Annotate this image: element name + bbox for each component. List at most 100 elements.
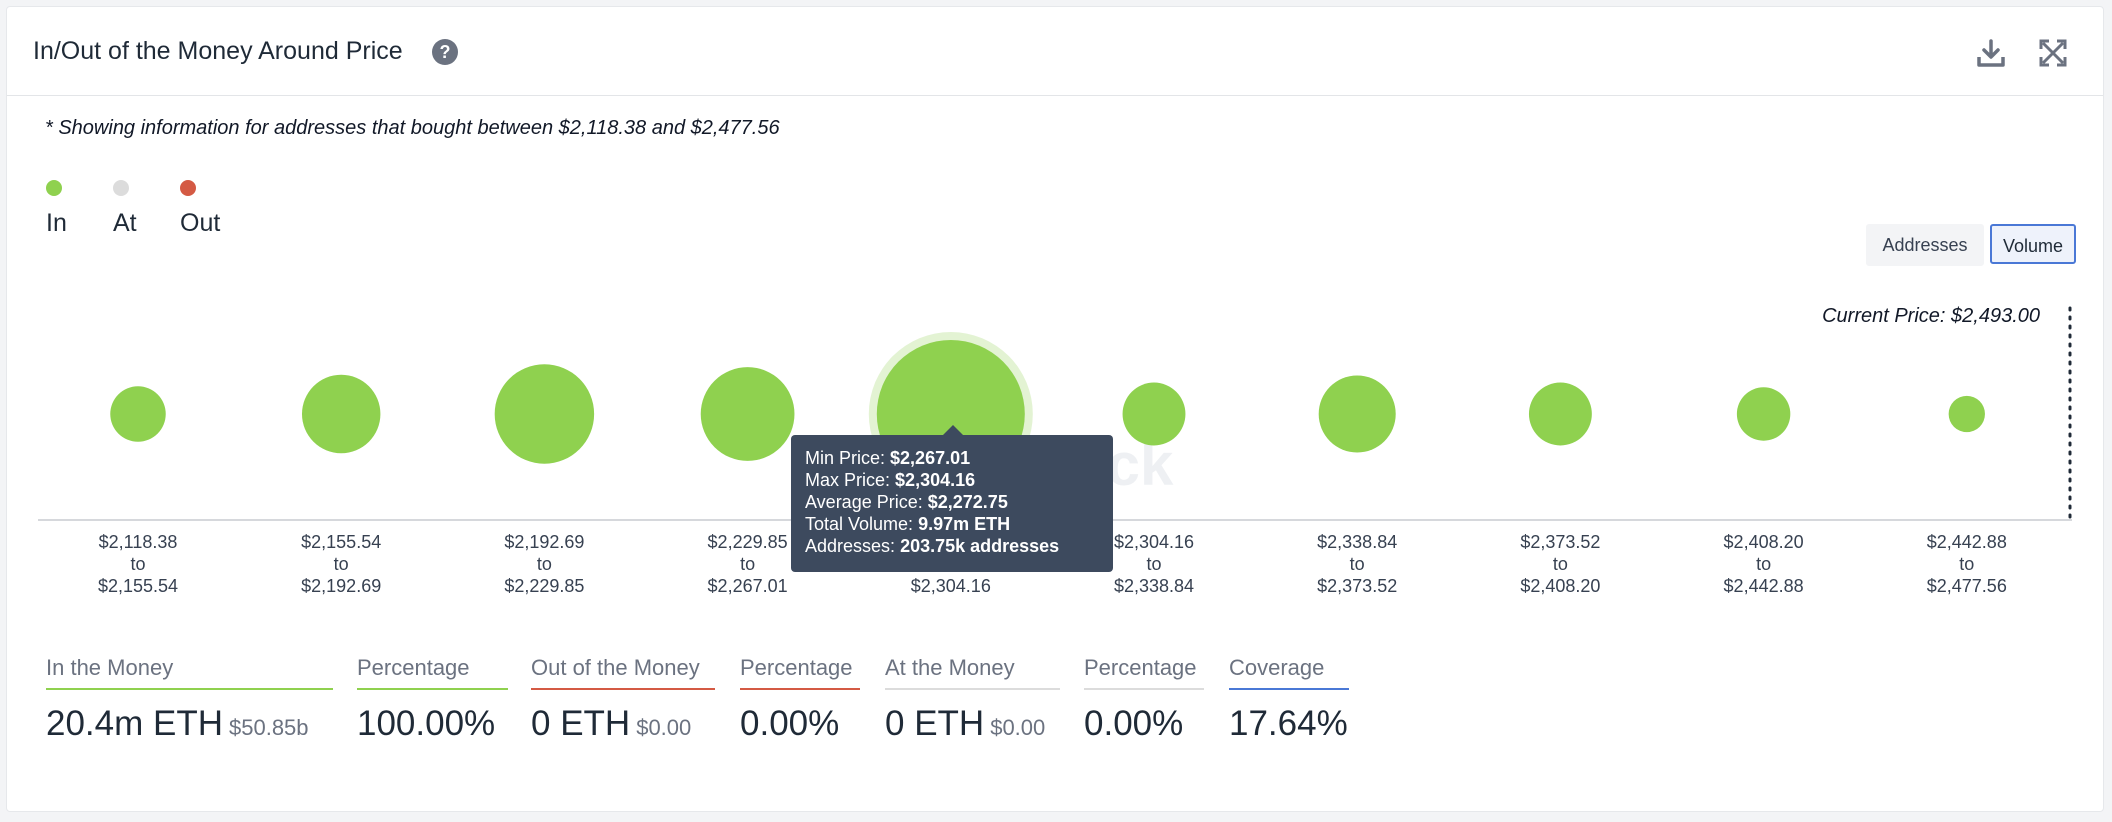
x-tick-from: $2,155.54 xyxy=(301,532,382,552)
x-tick-from: $2,408.20 xyxy=(1723,532,1804,552)
legend-label-in: In xyxy=(46,209,67,237)
tooltip-avg-value: $2,272.75 xyxy=(927,492,1008,512)
download-icon[interactable] xyxy=(1973,35,2009,71)
expand-icon[interactable] xyxy=(2035,35,2071,71)
x-tick-to: $2,229.85 xyxy=(504,576,585,596)
x-tick-sep: to xyxy=(1959,554,1975,574)
tooltip-min-value: $2,267.01 xyxy=(890,448,971,468)
bubble-0[interactable] xyxy=(110,386,166,442)
bubble-3[interactable] xyxy=(700,367,795,461)
stat-at-the-money: At the Money 0 ETH $0.00 xyxy=(885,650,1060,744)
stat-value: 0 ETH $0.00 xyxy=(531,704,715,744)
stat-value: 0.00% xyxy=(740,704,860,744)
tooltip-max-value: $2,304.16 xyxy=(895,470,976,490)
x-tick-sep: to xyxy=(1349,554,1365,574)
stat-value: 17.64% xyxy=(1229,704,1349,744)
x-tick-label-6: $2,338.84 to $2,373.52 xyxy=(1277,531,1437,597)
tooltip-addr-value: 203.75k addresses xyxy=(900,536,1060,556)
x-tick-sep: to xyxy=(1146,554,1162,574)
x-tick-to: $2,477.56 xyxy=(1926,576,2007,596)
stat-label: Out of the Money xyxy=(531,655,700,680)
stat-value-main: 20.4m ETH xyxy=(46,704,223,743)
x-tick-label-3: $2,229.85 to $2,267.01 xyxy=(668,531,828,597)
legend-item-at[interactable]: At xyxy=(113,172,137,237)
x-tick-from: $2,338.84 xyxy=(1317,532,1398,552)
current-price-label: Current Price: $2,493.00 xyxy=(1822,305,2040,327)
tooltip-min-row: Min Price: $2,267.01 xyxy=(805,447,1099,469)
stat-out-of-the-money: Out of the Money 0 ETH $0.00 xyxy=(531,650,715,744)
tooltip-vol-value: 9.97m ETH xyxy=(918,514,1011,534)
stat-value-main: 0 ETH xyxy=(531,704,631,743)
bubble-5[interactable] xyxy=(1122,382,1186,446)
addresses-toggle-button[interactable]: Addresses xyxy=(1866,224,1984,266)
stat-value-main: 0 ETH xyxy=(885,704,985,743)
stat-label: In the Money xyxy=(46,655,174,680)
tooltip-addr-label: Addresses: xyxy=(805,536,896,556)
stat-percentage: Percentage 0.00% xyxy=(1084,650,1204,744)
x-tick-label-1: $2,155.54 to $2,192.69 xyxy=(261,531,421,597)
tooltip-vol-label: Total Volume: xyxy=(805,514,914,534)
tooltip-avg-row: Average Price: $2,272.75 xyxy=(805,491,1099,513)
stat-value: 20.4m ETH $50.85b xyxy=(46,704,333,744)
x-tick-from: $2,304.16 xyxy=(1113,532,1195,552)
x-tick-to: $2,192.69 xyxy=(301,576,382,596)
volume-toggle-button[interactable]: Volume xyxy=(1990,224,2076,264)
x-tick-label-7: $2,373.52 to $2,408.20 xyxy=(1480,531,1640,597)
x-tick-to: $2,442.88 xyxy=(1723,576,1804,596)
tooltip-max-row: Max Price: $2,304.16 xyxy=(805,469,1099,491)
stat-value-main: 0.00% xyxy=(1084,704,1184,743)
stat-percentage: Percentage 100.00% xyxy=(357,650,508,744)
stat-value-usd: $0.00 xyxy=(636,715,692,740)
legend-label-at: At xyxy=(113,209,137,237)
bubble-7[interactable] xyxy=(1528,382,1592,446)
stat-in-the-money: In the Money 20.4m ETH $50.85b xyxy=(46,650,333,744)
bubble-8[interactable] xyxy=(1736,387,1791,441)
range-note: * Showing information for addresses that… xyxy=(45,117,780,139)
x-tick-sep: to xyxy=(1552,554,1568,574)
stat-underline xyxy=(885,688,1060,690)
legend-dot-out xyxy=(180,180,196,197)
stat-value-main: 100.00% xyxy=(357,704,496,743)
x-tick-label-0: $2,118.38 to $2,155.54 xyxy=(58,531,218,597)
stat-value: 100.00% xyxy=(357,704,508,744)
stat-label: At the Money xyxy=(885,655,1015,680)
x-tick-label-5: $2,304.16 to $2,338.84 xyxy=(1074,531,1234,597)
x-tick-label-8: $2,408.20 to $2,442.88 xyxy=(1684,531,1844,597)
x-tick-to: $2,304.16 xyxy=(910,576,991,596)
x-tick-from: $2,192.69 xyxy=(504,532,585,552)
stat-coverage: Coverage 17.64% xyxy=(1229,650,1349,744)
bubble-1[interactable] xyxy=(301,374,381,454)
help-icon[interactable]: ? xyxy=(432,39,458,65)
stat-label: Percentage xyxy=(357,655,470,680)
x-tick-sep: to xyxy=(130,554,146,574)
stat-underline xyxy=(1229,688,1349,690)
stat-underline xyxy=(531,688,715,690)
tooltip-avg-label: Average Price: xyxy=(805,492,923,512)
stat-value-usd: $50.85b xyxy=(229,715,309,740)
stat-value-main: 0.00% xyxy=(740,704,840,743)
stat-value-usd: $0.00 xyxy=(990,715,1046,740)
bubble-2[interactable] xyxy=(494,364,595,464)
x-tick-from: $2,373.52 xyxy=(1520,532,1601,552)
tooltip-vol-row: Total Volume: 9.97m ETH xyxy=(805,513,1099,535)
legend-item-out[interactable]: Out xyxy=(180,172,220,237)
stat-percentage: Percentage 0.00% xyxy=(740,650,860,744)
bubble-9[interactable] xyxy=(1948,395,1985,433)
x-tick-sep: to xyxy=(740,554,756,574)
stat-label: Percentage xyxy=(740,655,853,680)
tooltip-addr-row: Addresses: 203.75k addresses xyxy=(805,535,1099,557)
legend-dot-in xyxy=(46,180,62,197)
x-tick-sep: to xyxy=(333,554,349,574)
x-tick-to: $2,408.20 xyxy=(1520,576,1601,596)
x-tick-label-2: $2,192.69 to $2,229.85 xyxy=(464,531,624,597)
chart-tooltip: Min Price: $2,267.01 Max Price: $2,304.1… xyxy=(791,425,1113,572)
stat-label: Percentage xyxy=(1084,655,1197,680)
x-tick-to: $2,338.84 xyxy=(1113,576,1195,596)
legend-item-in[interactable]: In xyxy=(46,172,70,237)
legend-dot-at xyxy=(113,180,129,197)
bubble-6[interactable] xyxy=(1318,375,1396,453)
stat-value: 0.00% xyxy=(1084,704,1204,744)
chart-title: In/Out of the Money Around Price xyxy=(33,37,403,65)
stat-underline xyxy=(740,688,860,690)
stat-underline xyxy=(46,688,333,690)
